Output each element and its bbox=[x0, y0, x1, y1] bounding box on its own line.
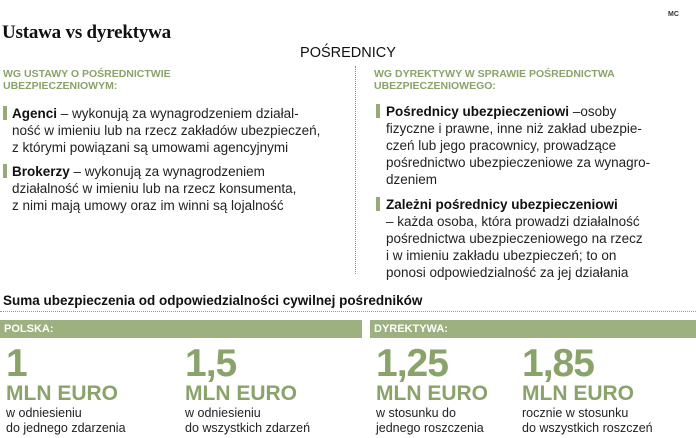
band-polska: POLSKA: bbox=[0, 320, 362, 338]
page-title: Ustawa vs dyrektywa bbox=[2, 22, 171, 43]
figure-value: 1 bbox=[6, 342, 28, 385]
definition-line: dzeniem bbox=[386, 172, 438, 187]
figure-description: rocznie w stosunku do wszystkich roszcze… bbox=[522, 406, 653, 435]
definition-line: – każda osoba, która prowadzi działalnoś… bbox=[386, 214, 640, 229]
band-dyrektywa: DYREKTYWA: bbox=[370, 320, 696, 338]
definition-line: Pośrednicy ubezpieczeniowi –osoby bbox=[386, 104, 617, 119]
right-heading-line-2: UBEZPIECZENIOWEGO: bbox=[374, 80, 496, 92]
figure-unit: MLN EURO bbox=[376, 382, 488, 405]
definition-line: i w imieniu zakładu ubezpieczeń; to on bbox=[386, 248, 617, 263]
definition-zalezni: Zależni pośrednicy ubezpieczeniowi – każ… bbox=[386, 196, 686, 281]
bullet-marker bbox=[3, 106, 7, 120]
figure-unit: MLN EURO bbox=[185, 382, 297, 405]
definition-line: Brokerzy – wykonują za wynagrodzeniem bbox=[12, 164, 265, 179]
definition-line: ność w imieniu lub na rzecz zakładów ube… bbox=[12, 123, 321, 138]
definition-term: Zależni pośrednicy ubezpieczeniowi bbox=[386, 197, 618, 212]
figure-value: 1,5 bbox=[185, 342, 237, 385]
definition-term: Brokerzy bbox=[12, 164, 70, 179]
subtitle-divider bbox=[0, 311, 696, 312]
column-divider bbox=[355, 66, 356, 274]
figure-value: 1,25 bbox=[376, 342, 449, 385]
left-heading-line-1: WG USTAWY O POŚREDNICTWIE bbox=[3, 68, 171, 80]
definition-term: Pośrednicy ubezpieczeniowi bbox=[386, 104, 570, 119]
right-heading-line-1: WG DYREKTYWY W SPRAWIE POŚREDNICTWA bbox=[374, 68, 615, 80]
definition-line: działalność w imieniu lub na rzecz konsu… bbox=[12, 181, 297, 196]
left-heading-line-2: UBEZPIECZENIOWYM: bbox=[3, 80, 118, 92]
bullet-marker bbox=[3, 164, 7, 178]
sum-subtitle: Suma ubezpieczenia od odpowiedzialności … bbox=[3, 293, 423, 308]
figure-description: w odniesieniu do jednego zdarzenia bbox=[6, 406, 126, 435]
figure-unit: MLN EURO bbox=[6, 382, 118, 405]
corner-mark: MC bbox=[668, 11, 679, 18]
bullet-marker bbox=[376, 197, 380, 211]
definition-posrednicy: Pośrednicy ubezpieczeniowi –osoby fizycz… bbox=[386, 103, 686, 188]
figure-unit: MLN EURO bbox=[522, 382, 634, 405]
figure-description: w stosunku do jednego roszczenia bbox=[376, 406, 484, 435]
definition-agenci: Agenci – wykonują za wynagrodzeniem dzia… bbox=[12, 105, 347, 156]
definition-brokerzy: Brokerzy – wykonują za wynagrodzeniem dz… bbox=[12, 163, 347, 214]
figure-value: 1,85 bbox=[522, 342, 595, 385]
section-heading: POŚREDNICY bbox=[300, 45, 396, 61]
figure-description: w odniesieniu do wszystkich zdarzeń bbox=[185, 406, 311, 435]
definition-line: z nimi mają umowy oraz im winni są lojal… bbox=[12, 198, 284, 213]
definition-line: pośrednictwo ubezpieczeniowe za wynagro- bbox=[386, 155, 651, 170]
definition-line: z którymi powiązani są umowami agencyjny… bbox=[12, 140, 289, 155]
definition-line: Zależni pośrednicy ubezpieczeniowi bbox=[386, 196, 686, 213]
definition-line: Agenci – wykonują za wynagrodzeniem dzia… bbox=[12, 106, 299, 121]
definition-term: Agenci bbox=[12, 106, 58, 121]
definition-line: pośrednictwa ubezpieczeniowego na rzecz bbox=[386, 231, 643, 246]
bullet-marker bbox=[376, 104, 380, 118]
definition-line: fizyczne i prawne, inne niż zakład ubezp… bbox=[386, 121, 642, 136]
definition-line: ponosi odpowiedzialność za jej działania bbox=[386, 265, 629, 280]
right-column-heading: WG DYREKTYWY W SPRAWIE POŚREDNICTWA UBEZ… bbox=[374, 68, 684, 92]
left-column-heading: WG USTAWY O POŚREDNICTWIE UBEZPIECZENIOW… bbox=[3, 68, 303, 92]
definition-line: czeń lub jego pracownicy, prowadzące bbox=[386, 138, 617, 153]
